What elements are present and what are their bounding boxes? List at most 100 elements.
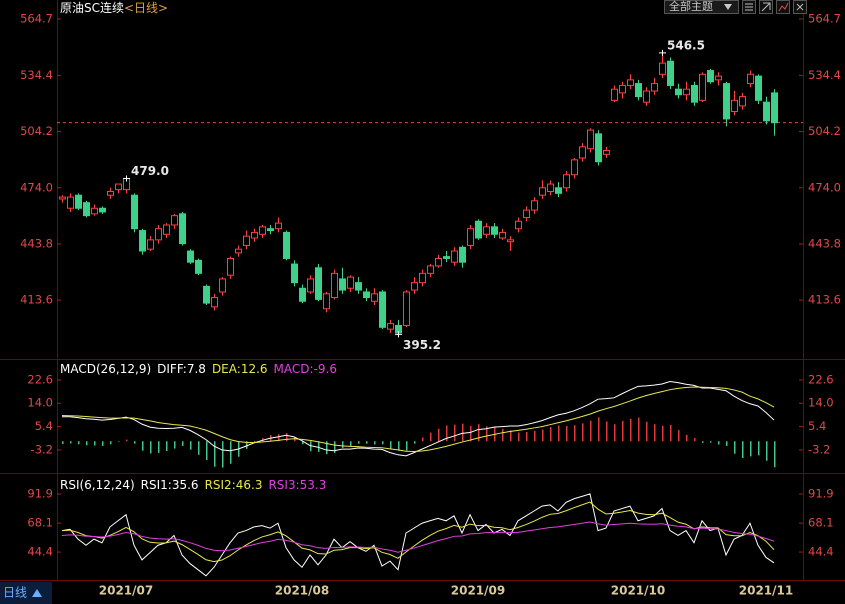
x-tick-label: 2021/08	[275, 584, 329, 598]
macd-bar	[662, 425, 664, 442]
macd-bar	[254, 441, 256, 443]
candle-body	[651, 83, 658, 92]
macd-bar	[646, 421, 648, 442]
macd-bar	[478, 424, 480, 442]
candle-body	[211, 297, 218, 308]
macd-bar	[326, 441, 328, 455]
macd-bar	[582, 423, 584, 442]
button-label: 全部主题	[669, 0, 713, 13]
candle-body	[611, 88, 618, 101]
legend-name: DIFF:	[157, 362, 187, 376]
candle-body	[59, 196, 66, 200]
legend-title: RSI(6,12,24)	[60, 478, 135, 492]
macd-bar	[430, 432, 432, 442]
candle-body	[595, 133, 602, 163]
candle-body	[627, 79, 634, 86]
macd-bar	[142, 441, 144, 451]
macd-bar	[438, 428, 440, 442]
macd-bar	[366, 441, 368, 444]
macd-bar	[158, 441, 160, 453]
macd-bar	[518, 432, 520, 442]
legend-title: MACD(26,12,9)	[60, 362, 151, 376]
legend: RSI(6,12,24) RSI1:35.6 RSI2:46.3 RSI3:53.3	[60, 478, 326, 492]
candle-body	[171, 215, 178, 226]
candle-body	[699, 73, 706, 101]
candle-body	[251, 231, 258, 239]
macd-bar	[558, 425, 560, 442]
candle-body	[547, 183, 554, 192]
macd-bar	[134, 441, 136, 444]
candle-body	[147, 239, 154, 250]
candle-body	[571, 159, 578, 176]
x-tick-label: 2021/09	[451, 584, 505, 598]
icon-close[interactable]	[793, 0, 807, 14]
y-tick-label: 44.4	[808, 545, 834, 559]
macd-bar	[166, 441, 168, 452]
macd-bar	[70, 441, 72, 444]
macd-bar	[342, 441, 344, 449]
candle-body	[195, 259, 202, 274]
candle-body	[531, 200, 538, 211]
icon-shrink[interactable]	[759, 0, 773, 14]
candle-body	[107, 190, 114, 196]
macd-bar	[638, 417, 640, 442]
candle-body	[163, 224, 170, 235]
candle-body	[347, 276, 354, 289]
candle-body	[691, 84, 698, 103]
macd-bar	[486, 426, 488, 442]
macd-bar	[150, 441, 152, 454]
icon-grid[interactable]	[742, 0, 756, 14]
candle-body	[243, 235, 250, 246]
x-tick-label: 2021/10	[611, 584, 665, 598]
icon-chart[interactable]	[776, 0, 790, 14]
legend-value: 53.3	[300, 478, 327, 492]
candle-body	[499, 231, 506, 239]
symbol: 原油SC连续	[60, 0, 124, 15]
macd-bar	[310, 441, 312, 452]
period-button[interactable]: 日线	[0, 582, 52, 604]
candle-body	[443, 256, 450, 259]
candle-body	[659, 62, 666, 75]
y-tick-label: 14.0	[27, 396, 53, 410]
period: <日线>	[124, 1, 168, 15]
candle-body	[331, 272, 338, 299]
macd-bar	[454, 424, 456, 442]
candle-body	[643, 90, 650, 103]
macd-bar	[110, 441, 112, 445]
macd-bar	[286, 433, 288, 442]
macd-bar	[734, 441, 736, 454]
candle-body	[515, 220, 522, 230]
macd-bar	[718, 441, 720, 445]
macd-bar	[102, 441, 104, 446]
indicator-line	[61, 521, 775, 553]
candle-body	[187, 250, 194, 263]
macd-bar	[198, 441, 200, 455]
candle-body	[507, 239, 514, 243]
candle-body	[99, 207, 106, 213]
button-arrow	[32, 589, 42, 597]
macd-bar	[542, 429, 544, 442]
candle-body	[227, 257, 234, 276]
macd-bar	[350, 441, 352, 447]
candle-body	[307, 278, 314, 293]
macd-bar	[398, 441, 400, 451]
theme-button[interactable]: 全部主题	[664, 0, 739, 14]
button-frame	[0, 582, 52, 604]
legend-value: -9.6	[314, 362, 337, 376]
candle-body	[235, 248, 242, 254]
candle-body	[155, 228, 162, 241]
candle-body	[427, 265, 434, 274]
candle-body	[131, 194, 138, 230]
macd-bar	[278, 434, 280, 442]
candle-body	[619, 84, 626, 94]
macd-bar	[622, 420, 624, 442]
candle-body	[451, 250, 458, 263]
y-tick-label: 534.4	[808, 68, 841, 82]
macd-bar	[606, 421, 608, 442]
macd-bar	[598, 417, 600, 442]
macd-bar	[694, 437, 696, 442]
macd-bar	[710, 441, 712, 443]
candle-body	[355, 282, 362, 291]
candle-body	[715, 75, 722, 81]
